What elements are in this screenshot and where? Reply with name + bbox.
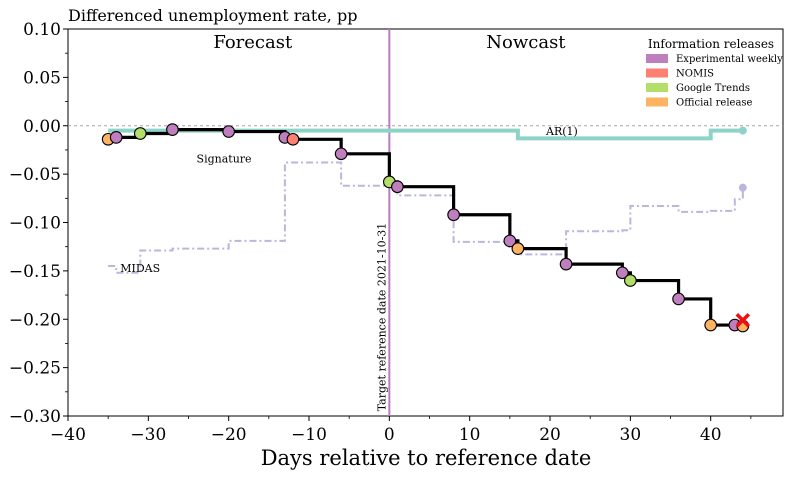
release-point-13 xyxy=(559,257,573,271)
release-point-9 xyxy=(391,180,404,194)
x-axis-label: Days relative to reference date xyxy=(261,446,592,470)
release-point-17 xyxy=(704,318,718,332)
x-tick-label: 30 xyxy=(620,425,642,445)
release-point-1 xyxy=(109,131,123,144)
release-point-6 xyxy=(286,132,300,146)
annotation-ar1: AR(1) xyxy=(545,125,578,138)
x-tick-label: 20 xyxy=(539,425,561,445)
x-tick-label: 10 xyxy=(459,425,481,445)
x-tick-label: −40 xyxy=(50,425,86,445)
plot-area: Target reference date 2021-10-31 Forecast… xyxy=(67,28,784,417)
release-point-4 xyxy=(222,125,236,138)
release-point-15 xyxy=(624,274,637,287)
y-tick-label: 0.05 xyxy=(23,68,61,88)
region-label-nowcast: Nowcast xyxy=(486,32,566,53)
y-axis: −0.30 −0.25 −0.20 −0.15 −0.10 −0.05 0.00 0.05 0.… xyxy=(9,20,68,427)
legend-swatch-nomis xyxy=(646,68,668,78)
legend-swatch-experimental-weekly xyxy=(646,54,668,63)
y-tick-label: −0.15 xyxy=(9,262,61,282)
legend-title: Information releases xyxy=(648,37,774,51)
final-point-midas xyxy=(738,183,747,192)
legend-label-google-trends: Google Trends xyxy=(676,83,750,94)
x-axis: −40 −30 −20 −10 0 10 20 30 40 xyxy=(50,416,752,445)
release-point-3 xyxy=(166,123,179,136)
legend-label-experimental-weekly: Experimental weekly xyxy=(676,54,783,65)
region-label-forecast: Forecast xyxy=(213,32,293,53)
y-tick-label: −0.10 xyxy=(9,214,61,234)
reference-date-label: Target reference date 2021-10-31 xyxy=(375,223,388,412)
y-tick-label: 0.10 xyxy=(23,20,61,40)
y-tick-label: −0.05 xyxy=(9,165,61,185)
x-tick-label: −10 xyxy=(291,425,327,445)
series-line-midas xyxy=(108,161,744,274)
y-tick-label: −0.20 xyxy=(9,310,61,330)
release-point-12 xyxy=(511,242,525,255)
legend-swatch-official-release xyxy=(646,97,668,107)
legend: Information releases Experimental weekly N… xyxy=(646,37,783,109)
x-tick-label: −30 xyxy=(130,425,166,445)
annotation-midas: MIDAS xyxy=(120,262,160,275)
legend-label-nomis: NOMIS xyxy=(676,69,714,80)
series-line-ar1 xyxy=(108,128,743,141)
y-tick-label: −0.25 xyxy=(9,359,61,379)
release-point-14 xyxy=(615,266,629,280)
x-tick-label: 40 xyxy=(700,425,722,445)
chart-title: Differenced unemployment rate, pp xyxy=(68,6,357,25)
y-tick-label: 0.00 xyxy=(23,117,61,137)
x-tick-label: 0 xyxy=(384,425,395,445)
final-point-ar1 xyxy=(738,126,747,135)
legend-swatch-google-trends xyxy=(646,83,668,92)
release-point-11 xyxy=(503,234,517,248)
series-line-signature xyxy=(108,128,745,327)
y-tick-label: −0.30 xyxy=(9,407,61,427)
annotation-signature: Signature xyxy=(197,153,252,166)
release-point-10 xyxy=(447,208,460,222)
legend-label-official-release: Official release xyxy=(676,98,753,109)
release-point-2 xyxy=(133,127,147,140)
release-point-16 xyxy=(672,292,685,306)
actual-value-marker xyxy=(735,312,751,328)
x-tick-label: −20 xyxy=(211,425,247,445)
release-point-7 xyxy=(334,147,348,161)
